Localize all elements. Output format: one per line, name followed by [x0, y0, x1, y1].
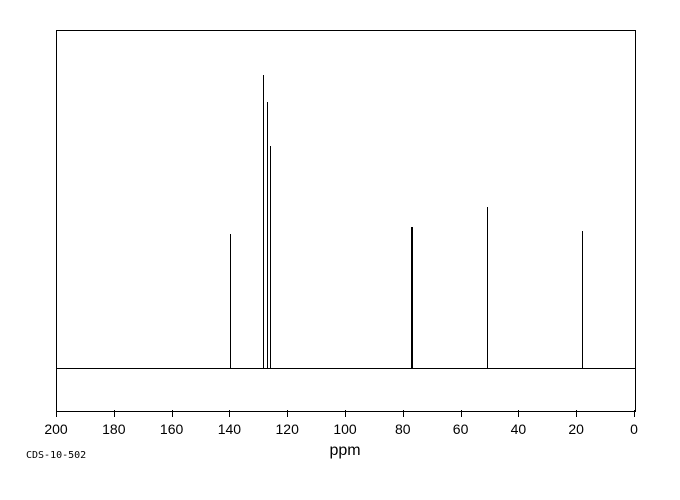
x-tick [287, 410, 288, 417]
x-tick [229, 410, 230, 417]
x-tick-label: 100 [333, 421, 356, 437]
x-tick-label: 200 [44, 421, 67, 437]
peak [267, 102, 268, 369]
peak [411, 227, 413, 369]
baseline [57, 368, 635, 369]
plot-area [56, 30, 636, 412]
peak [270, 146, 271, 369]
x-tick [576, 410, 577, 417]
x-tick-label: 60 [453, 421, 469, 437]
x-tick [403, 410, 404, 417]
x-axis-label: ppm [329, 442, 360, 460]
footer-text: CDS-10-502 [26, 450, 86, 461]
x-tick-label: 180 [102, 421, 125, 437]
x-tick-label: 40 [511, 421, 527, 437]
peak [487, 207, 488, 369]
x-tick [114, 410, 115, 417]
nmr-chart: 200180160140120100806040200 ppm CDS-10-5… [0, 0, 680, 500]
peak [582, 231, 583, 370]
x-tick-label: 0 [630, 421, 638, 437]
x-tick-label: 120 [276, 421, 299, 437]
x-tick [518, 410, 519, 417]
x-tick-label: 140 [218, 421, 241, 437]
peak [230, 234, 231, 369]
x-tick [172, 410, 173, 417]
x-tick-label: 160 [160, 421, 183, 437]
peak [263, 75, 264, 369]
x-tick-label: 20 [568, 421, 584, 437]
x-tick [461, 410, 462, 417]
x-tick [634, 410, 635, 417]
x-tick-label: 80 [395, 421, 411, 437]
x-tick [345, 410, 346, 417]
x-tick [56, 410, 57, 417]
